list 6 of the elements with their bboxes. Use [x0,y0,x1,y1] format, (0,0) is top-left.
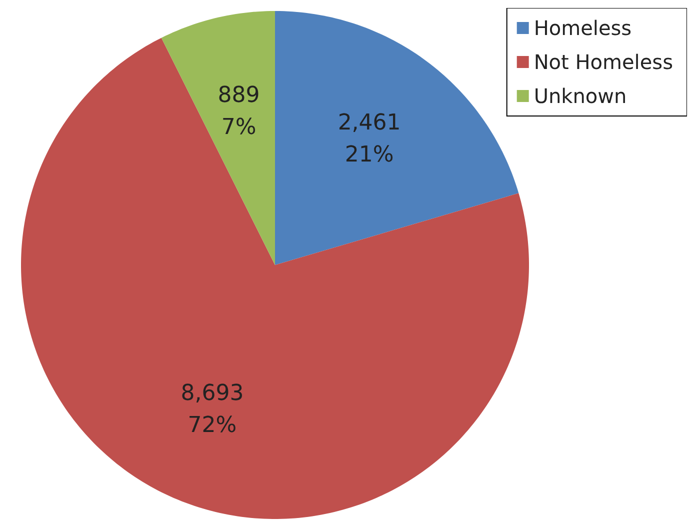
data-label: 2,461 21% [338,110,401,168]
legend-label: Unknown [534,84,627,108]
legend-label: Homeless [534,16,632,40]
data-label: 889 7% [218,83,260,140]
data-label: 8,693 72% [180,380,244,438]
legend-label: Not Homeless [534,50,674,74]
